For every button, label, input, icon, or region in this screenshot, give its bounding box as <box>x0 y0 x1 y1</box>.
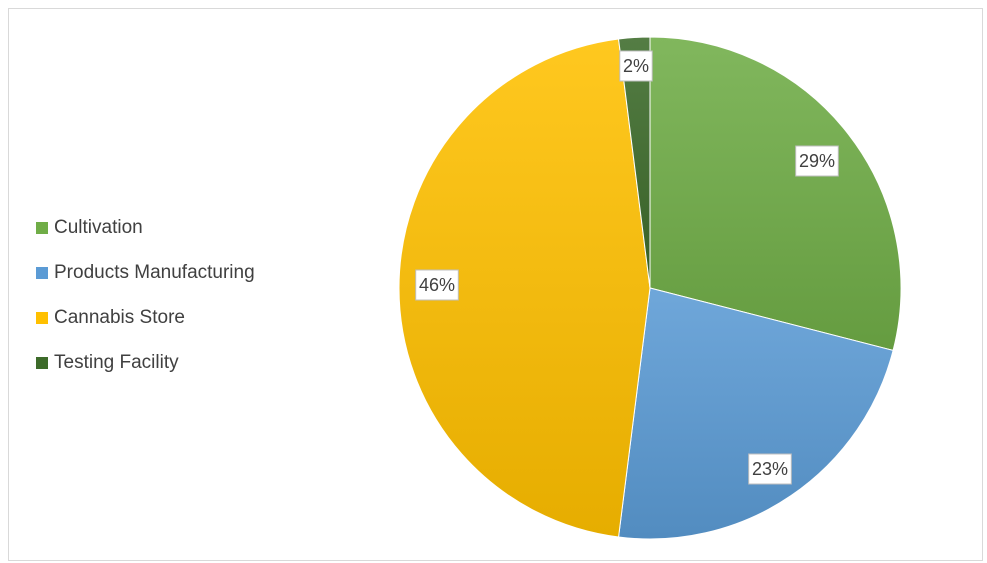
legend-item-cultivation: Cultivation <box>36 205 255 250</box>
pie-slice-testing-facility <box>617 36 651 289</box>
legend-item-testing-facility: Testing Facility <box>36 340 255 385</box>
data-label-testing-facility: 2% <box>619 50 653 82</box>
svg-text:23%: 23% <box>752 459 788 479</box>
legend-item-cannabis-store: Cannabis Store <box>36 295 255 340</box>
data-label-cannabis-store: 46% <box>415 269 459 301</box>
legend-label-cannabis-store: Cannabis Store <box>54 306 185 328</box>
data-label-cultivation: 29% <box>795 145 839 177</box>
svg-text:46%: 46% <box>419 275 455 295</box>
legend-swatch-testing-facility <box>36 356 48 369</box>
pie-slice-cannabis-store <box>398 38 651 538</box>
data-label-products-manufacturing: 23% <box>748 453 792 485</box>
svg-text:2%: 2% <box>623 56 649 76</box>
legend-swatch-cultivation <box>36 221 48 234</box>
pie-slice-products-manufacturing <box>617 287 894 540</box>
pie-slice-cultivation <box>649 36 902 352</box>
legend-label-cultivation: Cultivation <box>54 216 143 238</box>
svg-text:29%: 29% <box>799 151 835 171</box>
chart-legend: Cultivation Products Manufacturing Canna… <box>36 205 255 385</box>
legend-swatch-products-manufacturing <box>36 266 48 279</box>
legend-item-products-manufacturing: Products Manufacturing <box>36 250 255 295</box>
pie-data-labels: 29% 23% 46% 2% <box>415 50 839 485</box>
pie-slices <box>398 36 902 540</box>
legend-swatch-cannabis-store <box>36 311 48 324</box>
legend-label-products-manufacturing: Products Manufacturing <box>54 261 255 283</box>
legend-label-testing-facility: Testing Facility <box>54 351 179 373</box>
